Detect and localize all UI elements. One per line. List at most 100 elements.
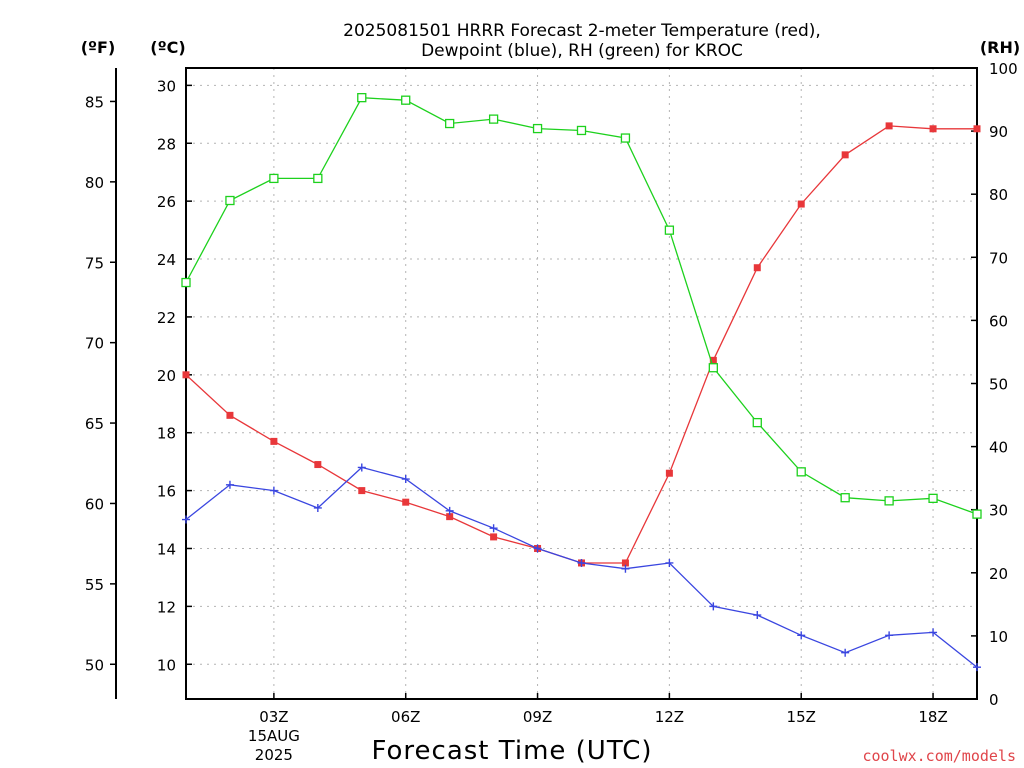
x-tick-label: 15AUG — [248, 727, 300, 745]
fahrenheit-tick-label: 65 — [85, 415, 104, 433]
data-series — [181, 93, 982, 672]
dewpoint-point — [577, 558, 586, 567]
rh-tick-label: 70 — [989, 249, 1008, 267]
rh-point — [664, 225, 675, 235]
celsius-tick-label: 30 — [157, 77, 176, 95]
dewpoint-point — [885, 631, 894, 640]
temperature-point — [709, 356, 717, 364]
rh-tick-label: 10 — [989, 628, 1008, 646]
fahrenheit-tick-label: 55 — [85, 576, 104, 594]
temperature-line — [185, 125, 977, 564]
rh-point — [620, 133, 631, 143]
x-tick-label: 03Z — [259, 708, 288, 726]
chart-title-line-2: Dewpoint (blue), RH (green) for KROC — [421, 41, 743, 61]
rh-unit-label: (RH) — [980, 38, 1020, 57]
rh-point — [313, 173, 323, 184]
x-tick-label: 06Z — [391, 708, 420, 726]
dewpoint-point — [533, 544, 542, 553]
celsius-tick-label: 22 — [157, 309, 176, 327]
rh-point — [401, 95, 411, 105]
celsius-tick-label: 18 — [157, 425, 176, 443]
temperature-point — [797, 200, 805, 208]
x-tick-label: 12Z — [655, 708, 684, 726]
dewpoint-line — [185, 466, 978, 668]
chart-title: 2025081501 HRRR Forecast 2-meter Tempera… — [343, 21, 821, 61]
rh-point — [708, 363, 718, 373]
temperature-point — [885, 122, 893, 130]
fahrenheit-tick-label: 50 — [85, 656, 104, 674]
fahrenheit-tick-label: 60 — [85, 495, 104, 513]
dewpoint-point — [753, 611, 762, 620]
rh-line — [185, 97, 978, 515]
celsius-tick-label: 26 — [157, 193, 176, 211]
celsius-tick-label: 12 — [157, 598, 176, 616]
dewpoint-point — [445, 506, 454, 515]
rh-point — [532, 123, 543, 134]
tick-labels: 10 12 14 16 18 20 22 24 26 28 30 50 55 60 65 70 75 80 85 0 1… — [85, 60, 1018, 764]
dewpoint-point — [797, 631, 806, 640]
rh-point — [445, 118, 455, 129]
temperature-point — [314, 461, 322, 469]
celsius-tick-label: 14 — [157, 540, 176, 558]
fahrenheit-tick-label: 80 — [85, 174, 104, 192]
dewpoint-point — [401, 475, 410, 484]
dewpoint-point — [489, 524, 498, 533]
rh-point — [928, 493, 938, 503]
temperature-point — [973, 125, 981, 133]
rh-point — [884, 496, 894, 506]
rh-tick-label: 100 — [989, 60, 1018, 78]
temperature-point — [358, 487, 366, 495]
rh-tick-label: 0 — [989, 691, 999, 709]
fahrenheit-tick-label: 70 — [85, 335, 104, 353]
temperature-point — [665, 469, 673, 477]
rh-tick-label: 80 — [989, 186, 1008, 204]
temperature-point — [182, 371, 190, 379]
rh-tick-label: 90 — [989, 123, 1008, 141]
rh-point — [269, 173, 279, 184]
dewpoint-point — [357, 463, 366, 472]
rh-point — [840, 493, 850, 503]
rh-point — [181, 277, 191, 288]
rh-point — [752, 417, 762, 428]
x-tick-label: 2025 — [255, 746, 293, 764]
fahrenheit-tick-label: 85 — [85, 93, 104, 111]
dewpoint-point — [709, 602, 718, 611]
rh-point — [357, 93, 367, 103]
temperature-point — [621, 559, 629, 567]
dewpoint-point — [269, 486, 278, 495]
dewpoint-point — [665, 558, 674, 567]
dewpoint-point — [929, 628, 938, 637]
rh-tick-label: 60 — [989, 312, 1008, 330]
x-axis-label: Forecast Time (UTC) — [371, 736, 652, 766]
dewpoint-point — [621, 564, 630, 573]
temperature-point — [402, 498, 410, 506]
rh-point — [796, 467, 806, 477]
rh-tick-label: 20 — [989, 565, 1008, 583]
rh-point — [576, 125, 587, 136]
rh-point — [972, 509, 982, 519]
axes — [110, 67, 978, 700]
dewpoint-point — [841, 648, 850, 657]
credit-text: coolwx.com/models — [862, 747, 1016, 765]
fahrenheit-unit-label: (ºF) — [81, 38, 116, 57]
temperature-point — [753, 264, 761, 272]
celsius-tick-label: 10 — [157, 656, 176, 674]
temperature-point — [446, 513, 454, 521]
fahrenheit-tick-label: 75 — [85, 254, 104, 272]
dewpoint-point — [225, 480, 234, 489]
x-tick-label: 15Z — [787, 708, 816, 726]
gridlines — [186, 68, 977, 699]
plot-frame — [185, 67, 978, 700]
temperature-point — [270, 437, 278, 445]
x-tick-label: 09Z — [523, 708, 552, 726]
rh-tick-label: 50 — [989, 376, 1008, 394]
temperature-point — [841, 151, 849, 159]
rh-point — [225, 195, 235, 206]
dewpoint-point — [973, 663, 981, 672]
celsius-tick-label: 28 — [157, 135, 176, 153]
x-tick-label: 18Z — [918, 708, 947, 726]
temperature-point — [490, 533, 498, 541]
celsius-unit-label: (ºC) — [150, 38, 185, 57]
temperature-point — [226, 411, 234, 419]
